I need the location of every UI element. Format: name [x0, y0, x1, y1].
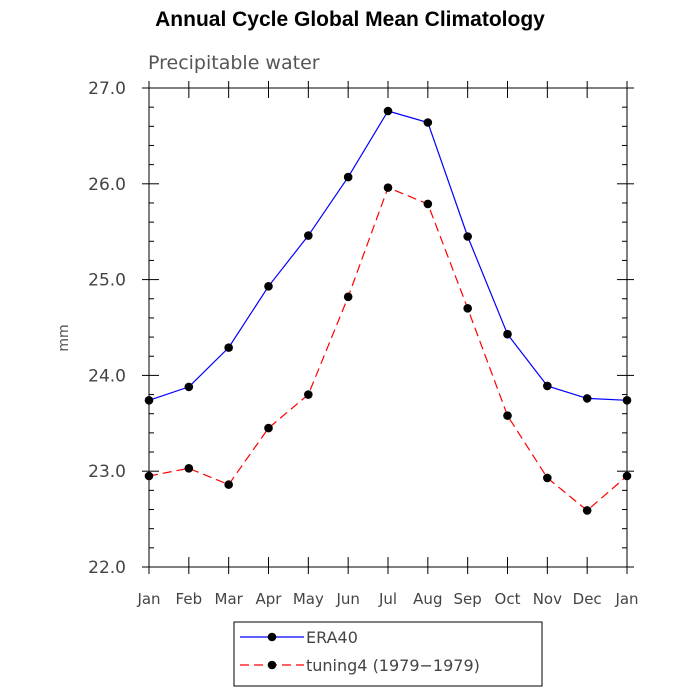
x-tick-label: Oct: [495, 590, 521, 608]
legend-marker: [267, 660, 277, 670]
x-tick-label: Aug: [413, 590, 442, 608]
data-point: [184, 382, 194, 392]
data-point: [423, 199, 433, 209]
data-point: [304, 390, 313, 399]
data-point: [224, 343, 233, 352]
data-point: [622, 396, 632, 405]
legend-marker: [267, 632, 277, 642]
data-point: [543, 473, 552, 483]
axis-ticks: [142, 81, 634, 574]
x-tick-label: Jan: [614, 590, 638, 608]
data-point: [622, 471, 632, 481]
x-tick-label: Nov: [533, 590, 562, 608]
x-tick-label: Dec: [573, 590, 602, 608]
plot-frame: [148, 87, 628, 568]
x-tick-labels: Jan Feb Mar Apr May Jun Jul Aug Sep Oct Nov Dec Jan: [136, 590, 638, 608]
legend: ERA40 tuning4 (1979−1979): [240, 628, 480, 675]
series-group: [144, 106, 632, 515]
data-point: [543, 381, 552, 391]
x-tick-label: Jun: [335, 590, 359, 608]
data-point: [383, 106, 393, 116]
x-tick-label: May: [293, 590, 324, 608]
data-point: [343, 292, 353, 302]
y-tick-label: 24.0: [88, 366, 126, 386]
x-tick-label: Jul: [378, 590, 397, 608]
data-point: [224, 480, 233, 489]
y-tick-label: 27.0: [88, 79, 126, 99]
legend-box: [233, 621, 543, 687]
data-point: [184, 464, 194, 473]
data-point: [463, 232, 472, 241]
x-tick-label: Feb: [176, 590, 203, 608]
data-point: [264, 282, 273, 291]
y-axis-label: mm: [56, 324, 72, 351]
data-point: [582, 394, 592, 403]
y-tick-label: 23.0: [88, 462, 126, 482]
data-point: [423, 118, 433, 127]
series-line-1: [148, 110, 628, 401]
x-tick-label: Sep: [454, 590, 482, 608]
legend-label: tuning4 (1979−1979): [306, 656, 480, 675]
series-line-2: [148, 186, 628, 512]
data-point: [463, 304, 472, 313]
data-point: [304, 231, 313, 240]
data-point: [582, 506, 592, 515]
data-point: [144, 396, 154, 405]
y-tick-label: 25.0: [88, 271, 126, 291]
data-point: [383, 183, 393, 192]
data-point: [503, 411, 512, 420]
data-point: [503, 329, 512, 339]
data-point: [264, 423, 273, 433]
chart-subtitle: Precipitable water: [148, 52, 320, 74]
x-tick-label: Mar: [215, 590, 244, 608]
y-tick-label: 22.0: [88, 558, 126, 578]
y-tick-label: 26.0: [88, 175, 126, 195]
legend-label: ERA40: [306, 628, 358, 647]
chart-title: Annual Cycle Global Mean Climatology: [155, 8, 545, 31]
data-point: [144, 471, 154, 481]
x-tick-label: Jan: [136, 590, 160, 608]
y-tick-labels: 22.0 23.0 24.0 25.0 26.0 27.0: [88, 79, 126, 578]
data-point: [343, 172, 353, 182]
x-tick-label: Apr: [256, 590, 283, 608]
